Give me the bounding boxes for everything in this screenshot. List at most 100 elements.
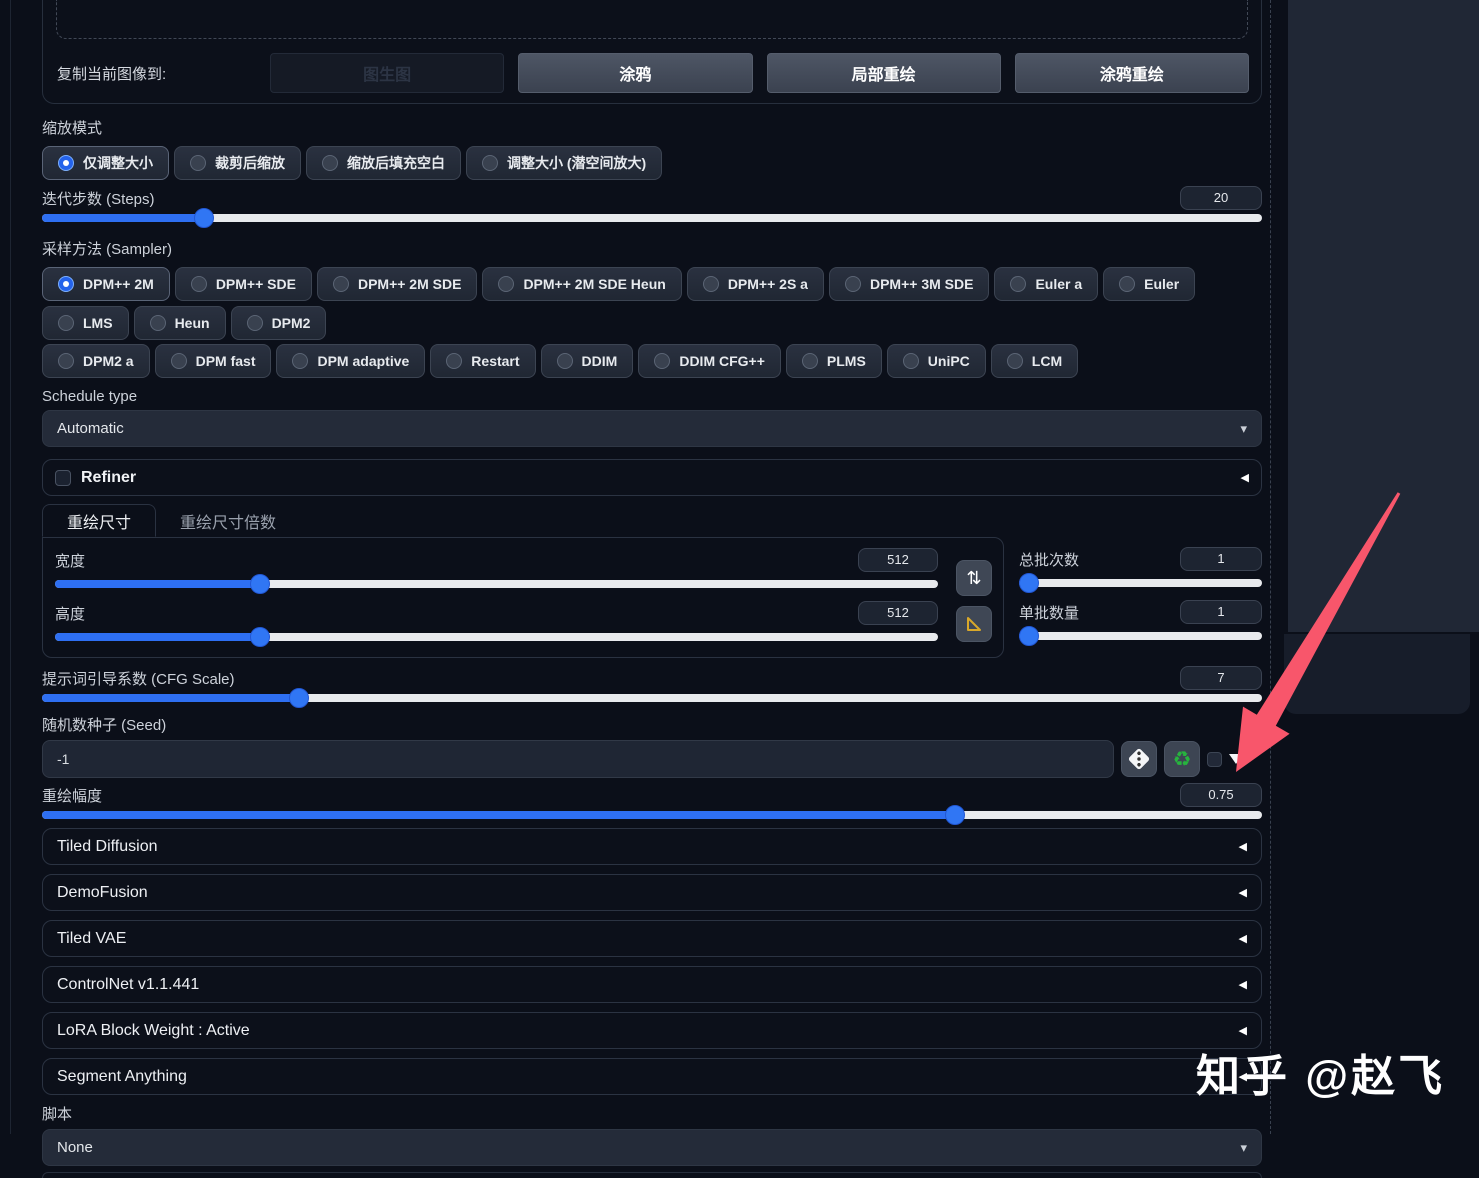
- sampler-option[interactable]: Restart: [430, 344, 536, 378]
- batch-size-value[interactable]: 1: [1180, 600, 1262, 624]
- denoise-label: 重绘幅度: [42, 787, 103, 805]
- auto-detect-size-button[interactable]: [956, 606, 992, 642]
- extension-accordion[interactable]: Tiled Diffusion ◀: [42, 828, 1262, 865]
- seed-extra-checkbox[interactable]: [1207, 751, 1222, 767]
- next-section-edge: [42, 1172, 1262, 1178]
- radio-icon: [246, 315, 263, 331]
- swap-dimensions-button[interactable]: ⇅: [956, 560, 992, 596]
- extension-accordion[interactable]: Tiled VAE ◀: [42, 920, 1262, 957]
- sampler-option[interactable]: DPM++ SDE: [174, 267, 312, 301]
- accordion-arrow-icon: ◀: [1240, 472, 1249, 484]
- refiner-accordion[interactable]: Refiner ◀: [42, 459, 1262, 496]
- seed-row: -1 ♻: [42, 740, 1262, 778]
- slider-handle[interactable]: [249, 627, 270, 647]
- dice-icon: [1127, 747, 1151, 771]
- refiner-label: Refiner: [81, 468, 137, 486]
- sampler-option-label: UniPC: [927, 353, 970, 369]
- sampler-option[interactable]: DPM2 a: [42, 344, 150, 378]
- slider-handle[interactable]: [1019, 626, 1039, 646]
- sampler-option[interactable]: UniPC: [886, 344, 986, 378]
- radio-icon: [149, 315, 166, 331]
- random-seed-button[interactable]: [1121, 741, 1157, 777]
- height-slider[interactable]: [55, 627, 938, 647]
- resize-mode-option[interactable]: 缩放后填充空白: [306, 146, 461, 180]
- sampler-option[interactable]: DDIM CFG++: [638, 344, 781, 378]
- accordion-arrow-icon: ◀: [1238, 933, 1247, 945]
- radio-icon: [844, 276, 861, 292]
- sampler-option[interactable]: DPM++ 2S a: [686, 267, 824, 301]
- size-tab[interactable]: 重绘尺寸: [42, 504, 157, 537]
- slider-handle[interactable]: [944, 805, 965, 825]
- sampler-option[interactable]: DPM adaptive: [276, 344, 426, 378]
- sampler-option-label: DDIM: [581, 353, 618, 369]
- sampler-option-label: LMS: [83, 315, 113, 331]
- copy-to-buttons: 图生图 涂鸦 局部重绘 涂鸦重绘: [270, 53, 1249, 93]
- slider-handle[interactable]: [1019, 573, 1039, 593]
- extension-accordion[interactable]: DemoFusion ◀: [42, 874, 1262, 911]
- resize-mode-option[interactable]: 仅调整大小: [42, 146, 169, 180]
- sampler-option[interactable]: Heun: [133, 306, 226, 340]
- cfg-value[interactable]: 7: [1180, 666, 1262, 690]
- denoise-value[interactable]: 0.75: [1180, 783, 1262, 807]
- height-value[interactable]: 512: [858, 601, 938, 625]
- resize-mode-option[interactable]: 裁剪后缩放: [174, 146, 301, 180]
- sampler-option[interactable]: Euler: [1103, 267, 1196, 301]
- image-dropzone[interactable]: [56, 0, 1248, 39]
- batch-count-value[interactable]: 1: [1180, 547, 1262, 571]
- width-value[interactable]: 512: [858, 548, 938, 572]
- sampler-option[interactable]: DPM++ 3M SDE: [828, 267, 990, 301]
- size-tabs: 重绘尺寸 重绘尺寸倍数: [42, 504, 1262, 537]
- sampler-option[interactable]: PLMS: [785, 344, 882, 378]
- cfg-slider[interactable]: [42, 688, 1262, 708]
- copy-to-label: 复制当前图像到:: [57, 65, 167, 83]
- slider-handle[interactable]: [194, 208, 215, 228]
- resize-mode-option[interactable]: 调整大小 (潜空间放大): [466, 146, 663, 180]
- sampler-option[interactable]: Euler a: [994, 267, 1099, 301]
- recycle-icon: ♻: [1172, 747, 1192, 771]
- width-header: 宽度 512: [55, 548, 938, 572]
- sampler-option[interactable]: DDIM: [540, 344, 634, 378]
- sampler-option[interactable]: DPM fast: [154, 344, 272, 378]
- watermark: 知乎 @赵飞: [1196, 1052, 1446, 1101]
- accordion-arrow-icon: ◀: [1238, 1025, 1247, 1037]
- denoise-header: 重绘幅度 0.75: [42, 783, 1262, 807]
- sampler-option[interactable]: DPM++ 2M SDE Heun: [482, 267, 682, 301]
- slider-handle[interactable]: [249, 574, 270, 594]
- sampler-option[interactable]: DPM++ 2M: [42, 267, 170, 301]
- swap-arrows-icon: ⇅: [966, 567, 982, 588]
- extension-accordion[interactable]: LoRA Block Weight : Active ◀: [42, 1012, 1262, 1049]
- refiner-checkbox[interactable]: [55, 469, 71, 486]
- script-dropdown[interactable]: None ▾: [42, 1129, 1262, 1166]
- reuse-seed-button[interactable]: ♻: [1164, 741, 1200, 777]
- sampler-option[interactable]: DPM++ 2M SDE: [316, 267, 478, 301]
- right-panel: [1288, 0, 1479, 632]
- size-tab-label: 重绘尺寸倍数: [180, 514, 277, 532]
- sampler-option[interactable]: LMS: [42, 306, 129, 340]
- resize-mode-options: 仅调整大小 裁剪后缩放 缩放后填充空白 调整大小 (潜空间放大): [42, 146, 1262, 180]
- copy-to-button[interactable]: 涂鸦重绘: [1014, 53, 1249, 93]
- extension-accordion[interactable]: ControlNet v1.1.441 ◀: [42, 966, 1262, 1003]
- triangle-ruler-icon: [967, 617, 981, 631]
- seed-input[interactable]: -1: [42, 740, 1114, 778]
- copy-to-button[interactable]: 涂鸦: [518, 53, 753, 93]
- steps-slider[interactable]: [42, 208, 1262, 228]
- seed-extra-caret-icon[interactable]: [1229, 754, 1243, 764]
- size-tab[interactable]: 重绘尺寸倍数: [156, 504, 300, 537]
- copy-to-button[interactable]: 局部重绘: [766, 53, 1001, 93]
- denoise-slider[interactable]: [42, 805, 1262, 825]
- script-value: None: [57, 1139, 93, 1156]
- copy-to-button[interactable]: 图生图: [270, 53, 505, 93]
- batch-count-slider[interactable]: [1019, 573, 1262, 593]
- sampler-option[interactable]: LCM: [990, 344, 1079, 378]
- steps-header: 迭代步数 (Steps) 20: [42, 186, 1262, 210]
- sampler-option-label: LCM: [1031, 353, 1063, 369]
- schedule-type-dropdown[interactable]: Automatic ▾: [42, 410, 1262, 447]
- steps-value[interactable]: 20: [1180, 186, 1262, 210]
- extension-accordion[interactable]: Segment Anything ◀: [42, 1058, 1262, 1095]
- slider-handle[interactable]: [289, 688, 310, 708]
- batch-size-slider[interactable]: [1019, 626, 1262, 646]
- schedule-type-label: Schedule type: [42, 388, 138, 405]
- width-slider[interactable]: [55, 574, 938, 594]
- radio-icon: [446, 353, 463, 369]
- sampler-option[interactable]: DPM2: [230, 306, 327, 340]
